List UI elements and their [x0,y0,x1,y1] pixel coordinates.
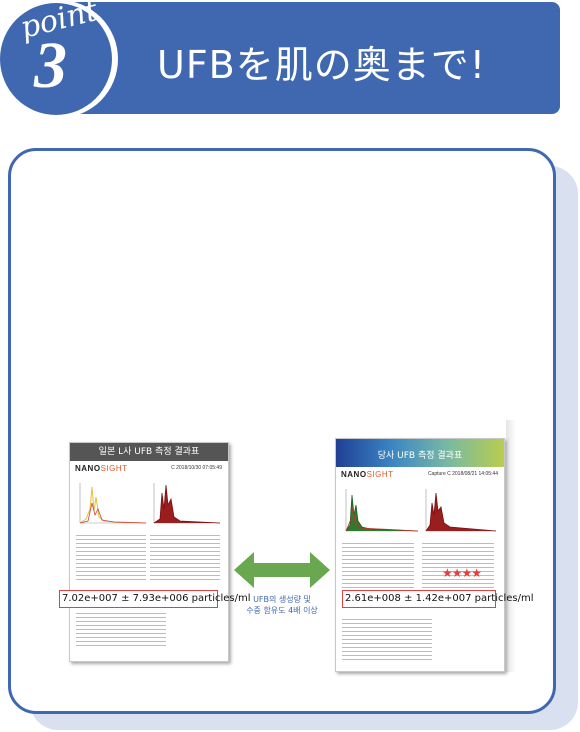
comparison-caption: UFB의 생성량 및 수중 함유도 4배 이상 [238,594,326,616]
left-logo-row: NANOSIGHT C 2018/10/30 07:05:49 [70,464,228,478]
left-spectrum-graph [79,483,221,524]
right-data-lines [422,543,494,591]
header-bar [60,2,560,114]
left-data-lines [150,535,220,583]
right-sheet-edge [506,420,516,672]
left-capture-label: C 2018/10/30 07:05:49 [171,465,222,471]
section-title: UFBを肌の奥まで! [157,43,486,87]
badge-rings-icon [0,3,140,115]
left-nanosight-logo: NANOSIGHT [75,464,128,473]
left-result-highlight: 7.02e+007 ± 7.93e+006 particles/ml [59,590,251,608]
right-report-heading: 당사 UFB 측정 결과표 [336,439,504,467]
right-capture-label: Capture C 2018/08/21 14:05:44 [427,471,498,477]
right-info-lines [342,543,414,591]
rating-stars: ★★★★ [442,566,482,580]
right-spectrum-graph [345,489,497,532]
right-result-highlight: 2.61e+008 ± 1.42e+007 particles/ml [342,590,534,608]
left-report-heading: 일본 L사 UFB 측정 결과표 [70,443,228,461]
right-nanosight-logo: NANOSIGHT [341,470,394,479]
right-report-sheet: 당사 UFB 측정 결과표 NANOSIGHT Capture C 2018/0… [335,438,505,672]
double-arrow-icon [234,552,330,588]
caption-line-2: 수중 함유도 4배 이상 [246,606,318,615]
point-badge: point 3 [0,0,140,118]
point-number: 3 [34,29,67,102]
right-logo-row: NANOSIGHT Capture C 2018/08/21 14:05:44 [336,470,504,484]
left-footer-lines [76,613,166,649]
caption-line-1: UFB의 생성량 및 [253,595,311,604]
right-footer-lines [342,619,432,663]
left-report-sheet: 일본 L사 UFB 측정 결과표 NANOSIGHT C 2018/10/30 … [69,442,229,662]
left-info-lines [76,535,146,583]
